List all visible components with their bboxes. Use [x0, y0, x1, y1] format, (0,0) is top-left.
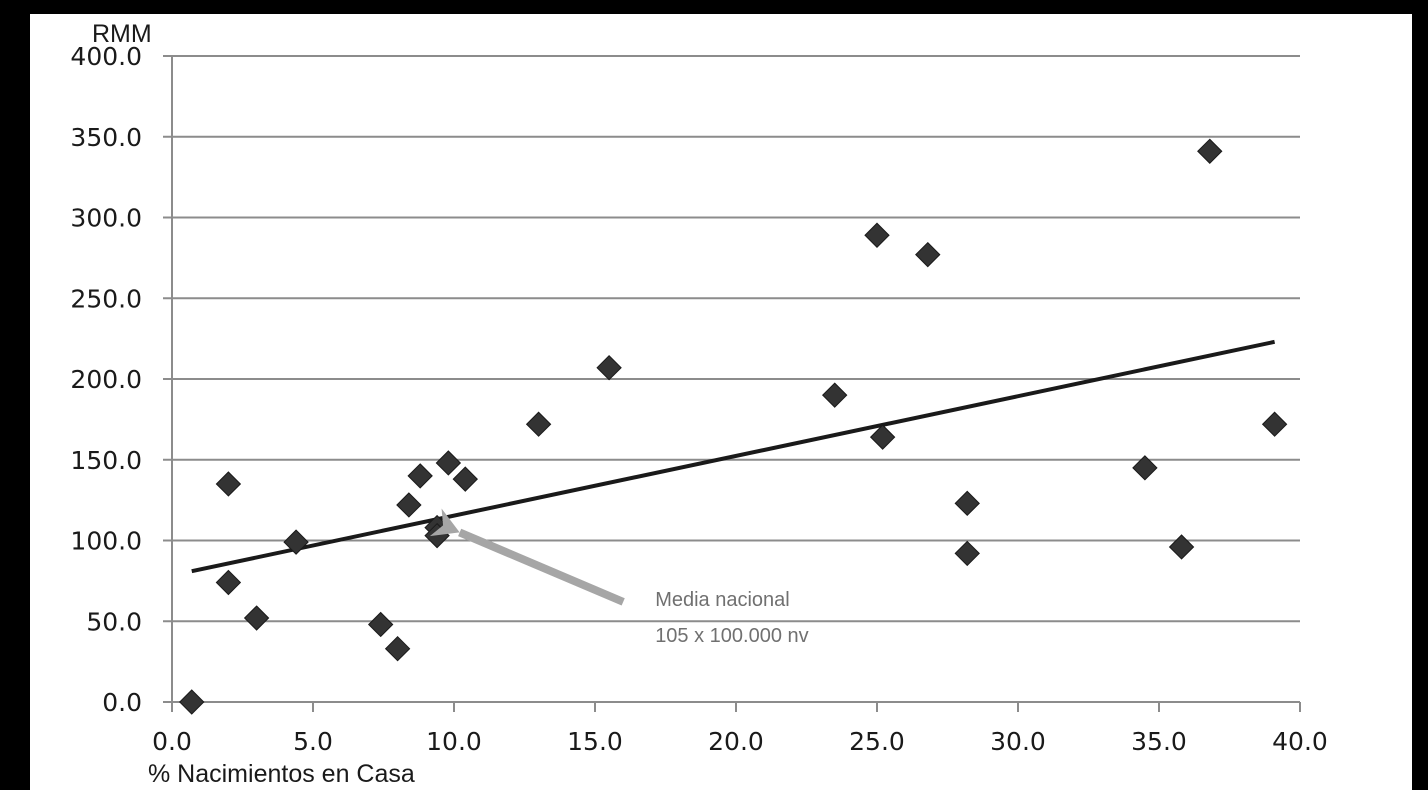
y-tick-label-7: 350.0	[70, 123, 142, 152]
y-tick-label-3: 150.0	[70, 446, 142, 475]
x-tick-label-5: 25.0	[849, 727, 905, 756]
data-point-3	[243, 605, 270, 631]
data-point-15	[821, 382, 848, 408]
data-point-23	[1197, 138, 1223, 164]
scatter-chart: 0.0 5.0 10.0 15.0 20.0 25.0 30.0 35.0 40.0 0.0 50…	[70, 20, 1328, 788]
data-point-11	[435, 450, 462, 476]
y-tick-labels: 0.0 50.0 100.0 150.0 200.0 250.0 300.0 350.0 400…	[70, 42, 172, 717]
y-axis-title: RMM	[92, 20, 152, 48]
annotation: Media nacional 105 x 100.000 nv	[429, 508, 809, 647]
x-tick-label-6: 30.0	[990, 727, 1046, 756]
data-point-6	[384, 635, 411, 662]
axes	[171, 56, 1300, 712]
x-tick-labels: 0.0 5.0 10.0 15.0 20.0 25.0 30.0 35.0 40.0	[152, 702, 1328, 756]
y-tick-label-4: 200.0	[70, 365, 142, 394]
y-tick-label-2: 100.0	[70, 527, 142, 556]
data-point-8	[407, 463, 433, 489]
y-tick-label-8: 400.0	[70, 42, 142, 71]
data-point-2	[215, 569, 242, 596]
trendline-group	[191, 339, 1276, 574]
data-point-20	[954, 540, 980, 567]
x-tick-label-4: 20.0	[708, 727, 764, 756]
data-point-5	[367, 611, 394, 638]
annotation-line-1: Media nacional	[655, 589, 790, 611]
x-tick-label-8: 40.0	[1272, 727, 1328, 756]
x-tick-label-2: 10.0	[426, 727, 482, 756]
x-axis-title: % Nacimientos en Casa	[148, 760, 415, 788]
trendline	[191, 339, 1276, 574]
x-tick-label-3: 15.0	[567, 727, 623, 756]
data-point-0	[179, 689, 205, 715]
annotation-line-2: 105 x 100.000 nv	[655, 625, 808, 647]
data-points	[179, 138, 1288, 715]
data-point-13	[525, 411, 552, 437]
y-tick-label-1: 50.0	[86, 607, 142, 636]
y-tick-label-6: 300.0	[70, 204, 142, 233]
y-tick-label-0: 0.0	[102, 688, 142, 717]
data-point-17	[869, 424, 896, 450]
data-point-12	[452, 466, 478, 492]
data-point-4	[283, 529, 309, 555]
x-tick-label-7: 35.0	[1131, 727, 1187, 756]
chart-frame: 0.0 5.0 10.0 15.0 20.0 25.0 30.0 35.0 40.0 0.0 50…	[30, 14, 1412, 790]
data-point-14	[596, 354, 622, 381]
data-point-1	[215, 471, 242, 497]
gridlines	[172, 55, 1300, 703]
data-point-22	[1168, 534, 1195, 560]
data-point-16	[864, 222, 890, 248]
data-point-18	[915, 241, 941, 268]
annotation-arrow	[429, 508, 625, 606]
data-point-7	[396, 492, 422, 518]
y-tick-label-5: 250.0	[70, 284, 142, 313]
x-tick-label-1: 5.0	[293, 727, 333, 756]
x-tick-label-0: 0.0	[152, 727, 192, 756]
data-point-19	[954, 490, 980, 517]
data-point-24	[1261, 411, 1288, 437]
data-point-21	[1132, 455, 1158, 481]
